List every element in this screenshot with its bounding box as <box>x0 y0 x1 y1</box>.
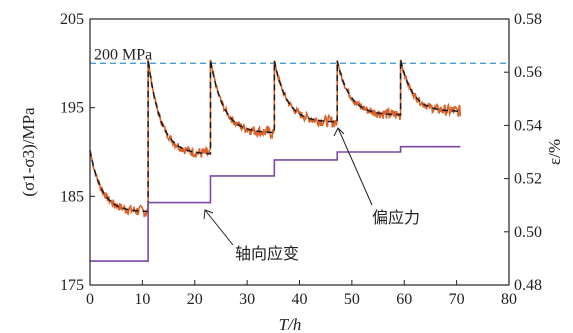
y-right-axis-title: ε/% <box>545 139 564 165</box>
reference-line-label: 200 MPa <box>94 46 152 63</box>
x-tick-label: 10 <box>134 291 150 308</box>
chart-marks <box>89 59 509 262</box>
plot-frame <box>89 18 510 286</box>
stress-series-line <box>89 59 462 218</box>
axis-ticks: 0 10 20 30 40 50 60 70 80 175 185 195 205 0.48 0.50 0.5… <box>60 11 542 308</box>
x-tick-label: 40 <box>292 291 308 308</box>
axial-strain-step-line <box>90 145 461 262</box>
y-left-axis-title: (σ1-σ3)/MPa <box>19 107 38 197</box>
x-tick-label: 50 <box>344 291 360 308</box>
y-left-tick-label: 175 <box>60 277 84 294</box>
stress-annotation-arrow <box>337 127 373 206</box>
x-tick-label: 0 <box>86 291 94 308</box>
strain-annotation-label: 轴向应变 <box>235 244 299 263</box>
x-tick-label: 70 <box>449 291 465 308</box>
fitted-stress-line <box>89 59 461 213</box>
y-right-tick-label: 0.54 <box>514 117 542 134</box>
y-left-tick-label: 185 <box>60 188 84 205</box>
x-tick-label: 30 <box>239 291 255 308</box>
y-right-tick-label: 0.50 <box>514 224 542 241</box>
stress-arrow-head <box>333 127 345 137</box>
y-right-tick-label: 0.56 <box>514 64 542 81</box>
y-right-tick-label: 0.58 <box>514 11 542 28</box>
x-tick-label: 80 <box>501 291 517 308</box>
x-axis-title: T/h <box>279 315 302 333</box>
strain-arrow-head <box>203 209 214 220</box>
x-tick-label: 20 <box>187 291 203 308</box>
y-right-tick-label: 0.48 <box>514 277 542 294</box>
y-left-tick-label: 195 <box>60 100 84 117</box>
stress-annotation-label: 偏应力 <box>372 208 420 227</box>
x-tick-label: 60 <box>396 291 412 308</box>
strain-annotation-arrow <box>204 209 234 246</box>
y-right-tick-label: 0.52 <box>514 171 542 188</box>
y-left-tick-label: 205 <box>60 11 84 28</box>
